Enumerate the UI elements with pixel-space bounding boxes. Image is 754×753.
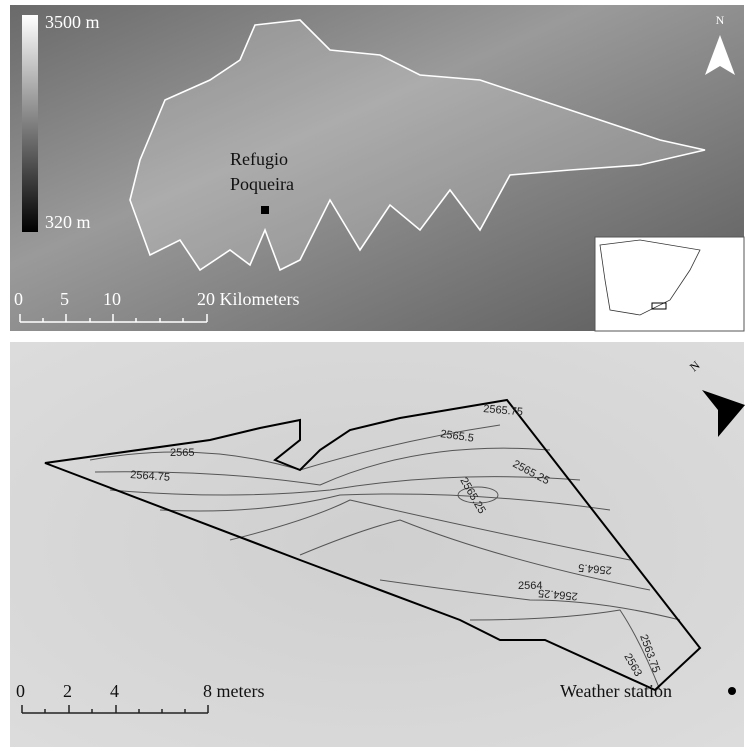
scale-label: 0 xyxy=(14,289,23,309)
elevation-legend xyxy=(22,15,38,232)
station-marker xyxy=(261,206,269,214)
scale-label: 2 xyxy=(63,681,72,701)
north-label: N xyxy=(716,13,725,27)
figure: 3500 m 320 m Refugio Poqueira N 0 5 10 2… xyxy=(0,0,754,753)
scale-label: 8 meters xyxy=(203,681,264,701)
legend-max: 3500 m xyxy=(45,12,100,32)
station-label: Refugio xyxy=(230,149,288,169)
scale-label: 5 xyxy=(60,289,69,309)
legend-label: Weather station xyxy=(560,681,672,701)
legend-min: 320 m xyxy=(45,212,91,232)
inset-map xyxy=(595,237,744,331)
bottom-panel: 2565.75 2565.5 2565.25 2565 2564.75 2565… xyxy=(10,342,745,747)
legend-marker xyxy=(728,687,736,695)
scale-label: 0 xyxy=(16,681,25,701)
contour-label: 2564 xyxy=(518,580,542,592)
top-panel: 3500 m 320 m Refugio Poqueira N 0 5 10 2… xyxy=(10,5,744,331)
station-label: Poqueira xyxy=(230,174,294,194)
scale-label: 10 xyxy=(103,289,121,309)
scale-label: 20 Kilometers xyxy=(197,289,299,309)
contour-label: 2565 xyxy=(170,447,194,459)
scale-label: 4 xyxy=(110,681,119,701)
